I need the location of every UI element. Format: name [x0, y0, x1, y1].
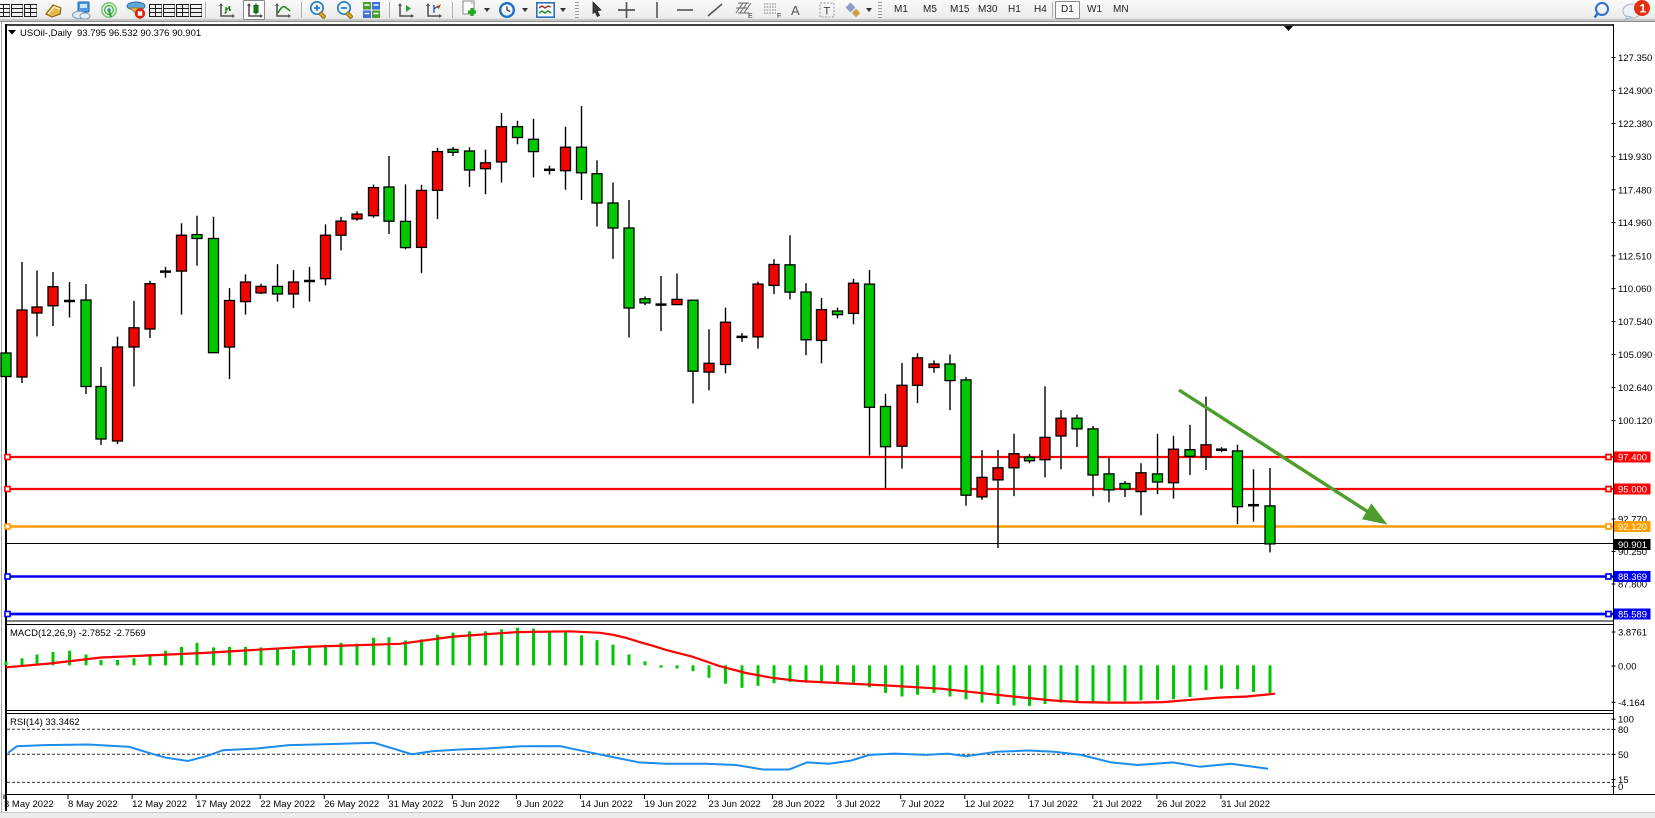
svg-text:80: 80	[1618, 725, 1629, 736]
svg-text:90.901: 90.901	[1618, 540, 1647, 551]
svg-text:87.800: 87.800	[1618, 580, 1647, 591]
svg-text:50: 50	[1618, 750, 1629, 761]
svg-text:E: E	[748, 13, 753, 19]
svg-text:0: 0	[1618, 782, 1623, 793]
svg-text:23 Jun 2022: 23 Jun 2022	[709, 799, 761, 810]
svg-text:119.930: 119.930	[1618, 152, 1652, 163]
svg-text:3 Jul 2022: 3 Jul 2022	[837, 799, 881, 810]
svg-text:9 Jun 2022: 9 Jun 2022	[516, 799, 563, 810]
svg-text:12 Jul 2022: 12 Jul 2022	[965, 799, 1014, 810]
svg-text:127.350: 127.350	[1618, 53, 1652, 64]
svg-text:-4.164: -4.164	[1618, 698, 1645, 709]
svg-text:85.589: 85.589	[1618, 610, 1647, 621]
svg-text:92.120: 92.120	[1618, 522, 1647, 533]
svg-text:15: 15	[1618, 775, 1629, 786]
svg-text:22 May 2022: 22 May 2022	[260, 799, 315, 810]
svg-text:112.510: 112.510	[1618, 251, 1652, 262]
svg-text:28 Jun 2022: 28 Jun 2022	[773, 799, 825, 810]
svg-text:USOil-,Daily 93.795 96.532 90: USOil-,Daily 93.795 96.532 90.376 90.901	[20, 28, 201, 39]
svg-text:14 Jun 2022: 14 Jun 2022	[580, 799, 632, 810]
svg-text:95.000: 95.000	[1618, 485, 1647, 496]
svg-text:102.640: 102.640	[1618, 383, 1652, 394]
svg-text:114.960: 114.960	[1618, 218, 1652, 229]
svg-text:8 May 2022: 8 May 2022	[68, 799, 118, 810]
svg-text:12 May 2022: 12 May 2022	[132, 799, 187, 810]
svg-text:100.120: 100.120	[1618, 416, 1652, 427]
svg-text:97.400: 97.400	[1618, 453, 1647, 464]
svg-text:117.480: 117.480	[1618, 185, 1652, 196]
svg-text:92.770: 92.770	[1618, 515, 1647, 526]
svg-text:17 May 2022: 17 May 2022	[196, 799, 251, 810]
svg-text:19 Jun 2022: 19 Jun 2022	[645, 799, 697, 810]
svg-text:1: 1	[1640, 2, 1647, 16]
svg-text:90.250: 90.250	[1618, 547, 1647, 558]
svg-text:7 Jul 2022: 7 Jul 2022	[901, 799, 945, 810]
svg-text:26 May 2022: 26 May 2022	[324, 799, 379, 810]
svg-text:107.540: 107.540	[1618, 317, 1652, 328]
svg-text:31 May 2022: 31 May 2022	[388, 799, 443, 810]
svg-text:F: F	[777, 13, 781, 19]
svg-text:5 Jun 2022: 5 Jun 2022	[452, 799, 499, 810]
svg-text:110.060: 110.060	[1618, 284, 1652, 295]
svg-text:122.380: 122.380	[1618, 119, 1652, 130]
svg-text:RSI(14) 33.3462: RSI(14) 33.3462	[10, 717, 80, 728]
svg-text:105.090: 105.090	[1618, 350, 1652, 361]
svg-text:T: T	[824, 6, 831, 18]
svg-text:MACD(12,26,9) -2.7852 -2.7569: MACD(12,26,9) -2.7852 -2.7569	[10, 628, 146, 639]
svg-text:21 Jul 2022: 21 Jul 2022	[1093, 799, 1142, 810]
svg-text:26 Jul 2022: 26 Jul 2022	[1157, 799, 1206, 810]
svg-text:100: 100	[1618, 715, 1634, 726]
svg-text:0.00: 0.00	[1618, 662, 1637, 673]
svg-text:124.900: 124.900	[1618, 86, 1652, 97]
svg-text:3 May 2022: 3 May 2022	[4, 799, 54, 810]
svg-text:31 Jul 2022: 31 Jul 2022	[1221, 799, 1270, 810]
svg-text:88.369: 88.369	[1618, 572, 1647, 583]
svg-text:3.8761: 3.8761	[1618, 628, 1647, 639]
svg-text:17 Jul 2022: 17 Jul 2022	[1029, 799, 1078, 810]
